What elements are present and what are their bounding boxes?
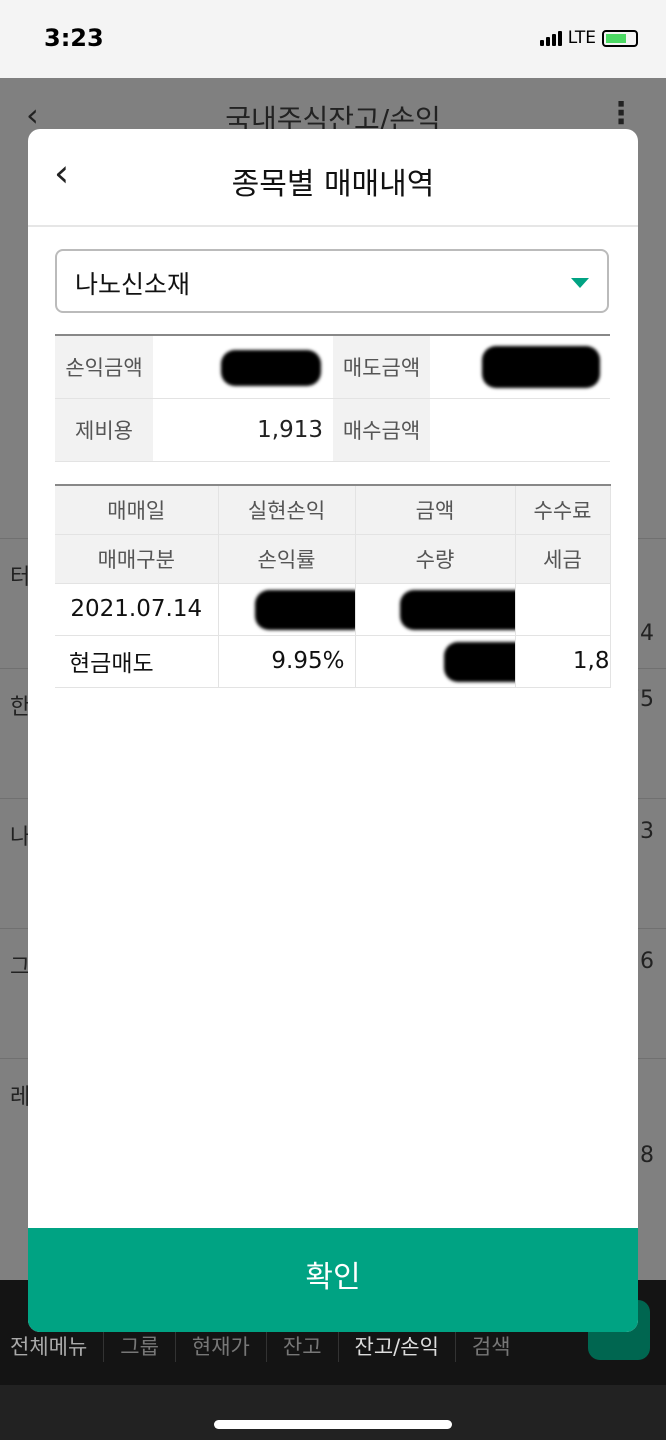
nav-current-price[interactable]: 현재가: [174, 1332, 266, 1362]
more-icon: ⋮: [606, 96, 636, 131]
pnl-value-redacted: [153, 335, 333, 399]
return-rate: 9.95%: [218, 635, 356, 688]
pnl-label: 손익금액: [55, 335, 153, 399]
col-amount: 금액: [355, 485, 516, 535]
back-icon: ‹: [26, 96, 39, 134]
bg-row-label: 그: [10, 955, 31, 980]
trade-table: 매매일 실현손익 금액 수수료 매매구분 손익률 수량 세금 2021.07.1…: [55, 484, 611, 688]
nav-balance[interactable]: 잔고: [265, 1332, 338, 1362]
home-indicator: [0, 1385, 666, 1440]
bg-row-label: 터: [10, 565, 31, 590]
status-bar: 3:23 LTE: [0, 0, 666, 78]
bg-row-label: 한: [10, 695, 31, 720]
col-quantity: 수량: [355, 534, 516, 584]
commission-value: [515, 583, 611, 636]
bg-row-value: 6: [640, 949, 654, 974]
modal-title: 종목별 매매내역: [231, 167, 435, 202]
stock-select-value: 나노신소재: [75, 270, 191, 299]
col-trade-date: 매매일: [55, 485, 219, 535]
tax-value: 1,8: [515, 635, 611, 688]
table-row[interactable]: 2021.07.14: [55, 583, 611, 636]
amount-redacted: [355, 583, 516, 636]
back-button[interactable]: ‹: [54, 151, 70, 195]
network-label: LTE: [567, 28, 596, 48]
dropdown-arrow-icon: [571, 278, 589, 288]
bg-row-value: 3: [640, 819, 654, 844]
summary-table: 손익금액 매도금액 제비용 1,913 매수금액: [55, 334, 610, 462]
col-commission: 수수료: [515, 485, 611, 535]
col-return-rate: 손익률: [218, 534, 356, 584]
quantity-redacted: [355, 635, 516, 688]
stock-select[interactable]: 나노신소재: [55, 249, 609, 313]
nav-group[interactable]: 그룹: [103, 1332, 175, 1362]
col-realized-pnl: 실현손익: [218, 485, 356, 535]
fees-value: 1,913: [153, 398, 333, 462]
buy-amount-label: 매수금액: [333, 398, 430, 462]
trade-history-modal: ‹ 종목별 매매내역 나노신소재 손익금액 매도금액 제비용 1,913 매수금…: [28, 129, 638, 1332]
realized-pnl-redacted: [218, 583, 356, 636]
bg-row-label: 나: [10, 825, 31, 850]
bg-row-label: 레: [10, 1085, 31, 1110]
bg-row-value: 4: [640, 621, 654, 646]
confirm-button[interactable]: 확인: [28, 1228, 638, 1332]
nav-search[interactable]: 검색: [454, 1332, 527, 1362]
trade-date: 2021.07.14: [55, 583, 219, 636]
sell-amount-label: 매도금액: [333, 335, 430, 399]
battery-icon: [602, 29, 638, 47]
fees-label: 제비용: [55, 398, 153, 462]
col-trade-type: 매매구분: [55, 534, 219, 584]
clock: 3:23: [44, 24, 104, 52]
nav-all-menu[interactable]: 전체메뉴: [10, 1335, 88, 1359]
col-tax: 세금: [515, 534, 611, 584]
nav-balance-pnl[interactable]: 잔고/손익: [337, 1332, 455, 1362]
trade-type: 현금매도: [55, 635, 219, 688]
sell-amount-redacted: [430, 335, 610, 399]
buy-amount-value: [430, 398, 610, 462]
bg-row-value: 8: [640, 1143, 654, 1168]
signal-icon: [539, 30, 562, 46]
table-row[interactable]: 현금매도 9.95% 1,8: [55, 635, 611, 688]
